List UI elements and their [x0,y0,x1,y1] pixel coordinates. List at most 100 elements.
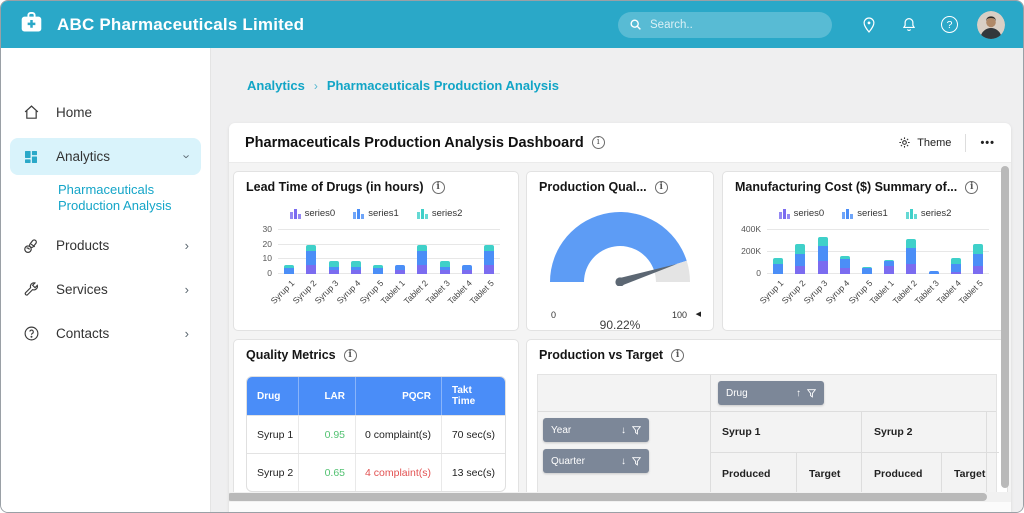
bar-segment [773,263,784,274]
bar-Syrup 5[interactable] [372,265,383,274]
pivot-subheader-target[interactable]: Target [942,453,987,495]
bar-Tablet 1[interactable] [395,265,406,274]
search-bar[interactable] [618,11,832,38]
sidebar-item-contacts[interactable]: Contacts › [10,315,201,352]
horizontal-scrollbar-thumb[interactable] [229,493,987,501]
sidebar-item-home[interactable]: Home [10,94,201,131]
sidebar-item-label: Home [56,105,93,120]
legend-item-series0[interactable]: series0 [778,208,824,219]
search-icon [629,18,642,31]
location-pin-icon[interactable] [861,16,877,34]
bar-segment [350,260,361,267]
sidebar-item-analytics[interactable]: Analytics › [10,138,201,175]
legend-item-series2[interactable]: series2 [416,208,462,219]
pivot-field-quarter-button[interactable]: Quarter ↓ [543,449,649,473]
sort-ascending-icon[interactable]: ↑ [796,387,801,399]
horizontal-scrollbar[interactable] [229,492,1011,502]
sort-descending-icon[interactable]: ↓ [621,424,626,436]
gauge-min-label: 0 [551,310,557,320]
info-icon[interactable]: i [654,180,668,194]
filter-funnel-icon[interactable] [632,456,641,466]
breadcrumb-analytics[interactable]: Analytics [247,78,305,93]
notifications-bell-icon[interactable] [901,16,917,33]
bar-Syrup 4[interactable] [350,260,361,274]
more-options-button[interactable]: ••• [980,136,995,149]
chevron-right-icon: › [184,238,189,254]
bar-segment [795,254,806,266]
user-avatar[interactable] [977,10,1005,39]
bar-Syrup 1[interactable] [773,258,784,274]
legend-item-series1[interactable]: series1 [353,208,399,219]
bar-Tablet 3[interactable] [928,271,939,274]
pivot-field-label: Drug [726,387,748,399]
gauge-value: 90.22% [599,318,641,331]
divider [965,133,967,152]
bar-segment [439,266,450,270]
vertical-scrollbar[interactable] [1001,166,1009,488]
bar-Syrup 4[interactable] [839,255,850,274]
bar-Tablet 3[interactable] [439,260,450,274]
bar-segment [306,244,317,251]
help-icon[interactable]: ? [941,16,958,33]
top-app-bar: ABC Pharmaceuticals Limited [1,1,1023,48]
info-icon[interactable]: i [965,180,979,194]
search-input[interactable] [650,18,821,31]
pivot-subheader-partial [987,453,999,495]
info-icon[interactable]: i [591,136,605,149]
vertical-scrollbar-thumb[interactable] [1001,166,1009,488]
bar-Tablet 2[interactable] [906,239,917,274]
sun-icon [899,137,910,148]
pivot-field-year-button[interactable]: Year ↓ [543,418,649,442]
dashboard-body: Lead Time of Drugs (in hours) i series0 s… [229,163,1011,512]
legend-item-series2[interactable]: series2 [905,208,951,219]
legend-label: series1 [368,207,399,219]
info-icon[interactable]: i [431,180,445,194]
bar-Syrup 2[interactable] [306,244,317,274]
bar-Tablet 2[interactable] [417,244,428,274]
pivot-column-header-syrup1[interactable]: Syrup 1 [710,411,862,453]
sidebar-nav: Home Analytics › Pharmaceuticals Product… [1,48,211,512]
bar-Tablet 5[interactable] [483,244,494,274]
app-title: ABC Pharmaceuticals Limited [57,14,305,34]
bar-Tablet 4[interactable] [461,265,472,274]
pivot-field-label: Year [551,424,572,436]
bar-Tablet 5[interactable] [972,244,983,274]
pivot-subheader-target[interactable]: Target [797,453,862,495]
bar-Syrup 5[interactable] [861,267,872,274]
filter-funnel-icon[interactable] [632,425,641,435]
pivot-field-drug-button[interactable]: Drug ↑ [718,381,824,405]
filter-funnel-icon[interactable] [807,388,816,398]
pivot-column-header-syrup2[interactable]: Syrup 2 [862,411,987,453]
sidebar-item-services[interactable]: Services › [10,271,201,308]
bar-segment [884,266,895,274]
bar-Tablet 4[interactable] [950,258,961,274]
gauge-max-label: 100 [671,310,687,320]
gauge-hub [615,277,625,286]
info-icon[interactable]: i [343,348,357,362]
bar-Syrup 1[interactable] [284,265,295,274]
bar-segment [817,236,828,247]
card-quality-metrics: Quality Metrics i Drug LAR PQCR Takt Time Sy… [233,339,519,509]
bar-Syrup 2[interactable] [795,244,806,274]
bar-Syrup 3[interactable] [328,260,339,274]
info-icon[interactable]: i [671,348,685,362]
bar-Tablet 1[interactable] [884,260,895,274]
sort-descending-icon[interactable]: ↓ [621,455,626,467]
card-production-vs-target: Production vs Target i Drug ↑ [526,339,1008,509]
sidebar-subitem-pharma-production-analysis[interactable]: Pharmaceuticals Production Analysis [58,182,172,213]
bar-Syrup 3[interactable] [817,236,828,274]
dashboard-title: Pharmaceuticals Production Analysis Dash… [245,134,584,151]
legend-item-series0[interactable]: series0 [289,207,336,219]
legend-label: series0 [304,207,336,219]
cell-pqcr: 0 complaint(s) [356,416,442,453]
theme-button[interactable]: Theme [898,136,951,149]
pivot-field-label: Quarter [551,455,585,467]
pivot-subheader-produced[interactable]: Produced [710,453,797,495]
legend-item-series1[interactable]: series1 [842,208,888,219]
gauge-chart[interactable] [540,206,700,286]
pivot-subheader-produced[interactable]: Produced [862,453,942,495]
breadcrumb-current[interactable]: Pharmaceuticals Production Analysis [326,78,559,93]
bar-segment [483,265,494,274]
sidebar-item-products[interactable]: Products › [10,227,201,264]
